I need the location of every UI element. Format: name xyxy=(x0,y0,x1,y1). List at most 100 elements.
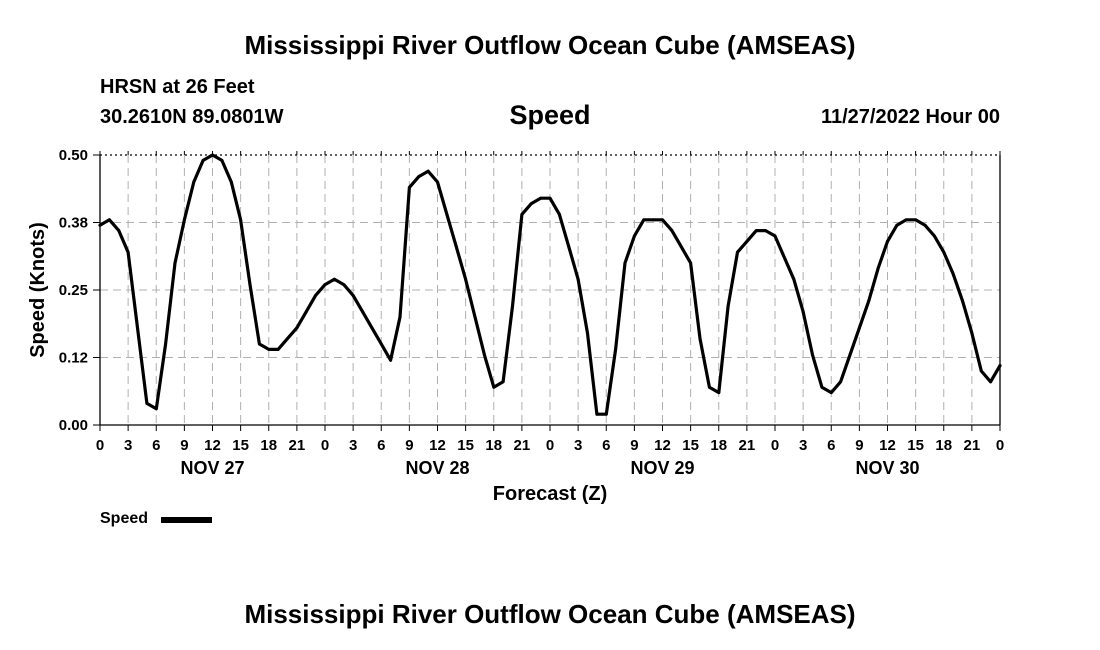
x-tick-label: 18 xyxy=(260,437,277,454)
speed-data-point xyxy=(679,245,683,249)
y-axis-title: Speed (Knots) xyxy=(27,222,49,358)
speed-data-point xyxy=(820,385,824,389)
x-tick-label: 0 xyxy=(771,437,779,454)
speed-data-point xyxy=(595,412,599,416)
speed-data-point xyxy=(539,196,542,200)
grid-layer xyxy=(100,155,1000,425)
station-label: HRSN at 26 Feet xyxy=(100,76,255,98)
speed-data-point xyxy=(726,304,730,308)
x-tick-label: 12 xyxy=(879,437,896,454)
speed-data-point xyxy=(295,326,299,330)
speed-data-point xyxy=(408,186,411,189)
speed-data-point xyxy=(511,304,514,308)
x-tick-label: 15 xyxy=(682,437,699,454)
speed-data-point xyxy=(473,315,477,319)
x-tick-label: 21 xyxy=(739,437,756,454)
speed-data-point xyxy=(829,391,833,394)
chart-title-top: Mississippi River Outflow Ocean Cube (AM… xyxy=(244,30,856,60)
speed-data-point xyxy=(229,180,233,184)
parameter-title: Speed xyxy=(509,100,591,130)
speed-data-point xyxy=(783,256,786,259)
speed-data-point xyxy=(192,180,196,184)
speed-data-point xyxy=(876,267,880,270)
speed-data-point xyxy=(914,218,917,222)
speed-data-point xyxy=(501,380,505,384)
speed-data-point xyxy=(661,218,664,222)
x-tick-label: 0 xyxy=(546,437,554,454)
x-tick-label: 9 xyxy=(855,437,863,454)
speed-data-point xyxy=(961,299,964,303)
y-tick-label: 0.25 xyxy=(59,282,88,299)
x-tick-label: 15 xyxy=(907,437,924,454)
speed-data-point xyxy=(108,218,111,222)
speed-data-point xyxy=(970,331,974,335)
x-tick-label: 18 xyxy=(710,437,727,454)
speed-data-point xyxy=(792,277,796,281)
speed-data-point xyxy=(867,299,871,303)
y-tick-label: 0.38 xyxy=(59,215,88,232)
speed-data-point xyxy=(211,153,214,157)
speed-data-point xyxy=(117,229,121,233)
speed-data-point xyxy=(483,353,486,357)
speed-data-point xyxy=(604,412,608,416)
speed-data-point xyxy=(848,353,852,357)
speed-data-point xyxy=(145,402,149,405)
x-tick-label: 6 xyxy=(152,437,160,454)
speed-data-point xyxy=(548,196,552,200)
speed-data-point xyxy=(304,310,308,313)
speed-data-point xyxy=(736,250,739,254)
speed-data-point xyxy=(801,310,805,313)
x-tick-label: 9 xyxy=(180,437,188,454)
speed-data-point xyxy=(623,261,627,265)
speed-data-point xyxy=(698,337,702,340)
speed-data-point xyxy=(764,229,767,233)
speed-data-point xyxy=(633,234,636,238)
speed-data-point xyxy=(923,223,927,227)
day-label: NOV 28 xyxy=(405,458,469,478)
speed-data-point xyxy=(239,218,243,222)
x-tick-label: 6 xyxy=(377,437,385,454)
speed-data-point xyxy=(998,364,1002,367)
speed-data-point xyxy=(248,283,252,286)
chart-title-bottom: Mississippi River Outflow Ocean Cube (AM… xyxy=(244,599,856,629)
speed-data-point xyxy=(183,218,186,222)
speed-data-point xyxy=(839,380,842,384)
x-tick-label: 12 xyxy=(654,437,671,454)
speed-data-point xyxy=(323,283,327,286)
speed-data-point xyxy=(745,240,749,243)
speed-data-point xyxy=(220,159,224,162)
speed-data-point xyxy=(529,202,533,206)
speed-data-point xyxy=(642,218,646,222)
x-tick-label: 6 xyxy=(827,437,835,454)
speed-data-point xyxy=(576,277,580,281)
y-tick-label: 0.00 xyxy=(59,417,88,434)
x-axis-title: Forecast (Z) xyxy=(493,483,607,505)
speed-data-point xyxy=(201,159,205,162)
speed-data-point xyxy=(454,245,458,249)
axes-layer xyxy=(93,151,1001,431)
speed-data-point xyxy=(286,337,289,340)
speed-data-point xyxy=(586,331,589,335)
speed-data-point xyxy=(436,180,439,184)
speed-data-point xyxy=(398,315,402,319)
x-tick-label: 3 xyxy=(349,437,357,454)
speed-data-point xyxy=(651,218,655,222)
speed-data-point xyxy=(558,213,561,216)
x-tick-label: 21 xyxy=(514,437,531,454)
speed-data-point xyxy=(276,348,280,351)
speed-data-point xyxy=(895,223,899,227)
speed-data-point xyxy=(754,229,758,233)
day-label: NOV 27 xyxy=(180,458,244,478)
speed-data-point xyxy=(258,342,261,346)
x-tick-label: 21 xyxy=(289,437,306,454)
x-tick-label: 18 xyxy=(935,437,952,454)
speed-data-point xyxy=(904,218,908,222)
speed-data-point xyxy=(98,223,102,227)
x-tick-label: 9 xyxy=(630,437,638,454)
x-tick-label: 3 xyxy=(124,437,132,454)
x-tick-label: 15 xyxy=(232,437,249,454)
y-tick-label: 0.12 xyxy=(59,350,88,367)
forecast-datetime: 11/27/2022 Hour 00 xyxy=(820,106,1000,128)
speed-data-point xyxy=(136,326,139,330)
